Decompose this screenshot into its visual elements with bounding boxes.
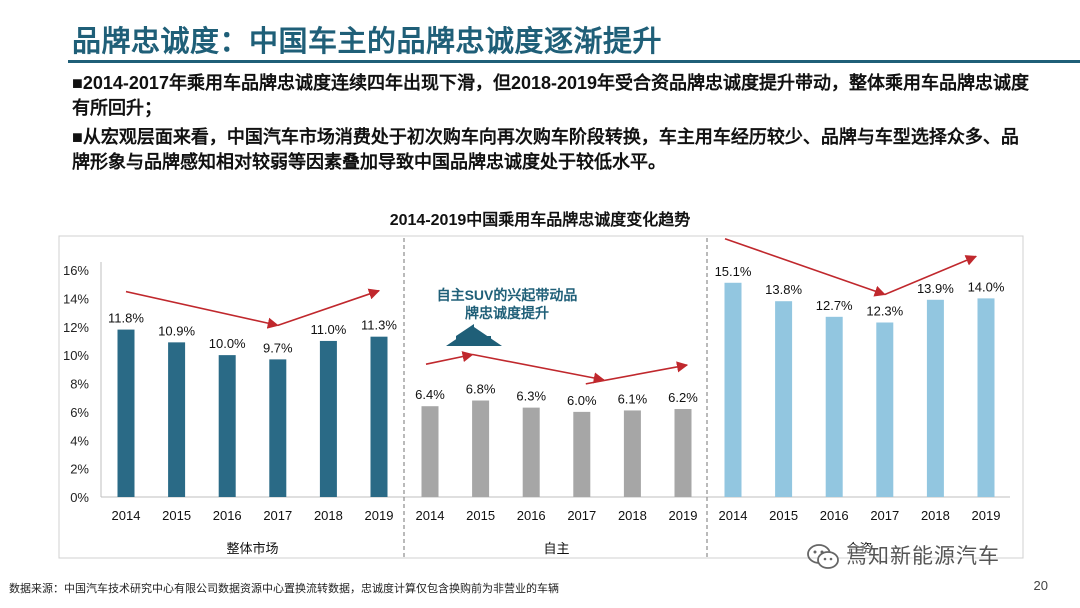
- y-axis: 0% 2% 4% 6% 8% 10% 12% 14% 16%: [63, 262, 102, 505]
- trend-arrow: [425, 351, 474, 365]
- x-tick-label: 2019: [972, 508, 1001, 523]
- y-tick-label: 14%: [63, 291, 89, 306]
- data-label: 6.0%: [567, 393, 597, 408]
- group-label: 整体市场: [226, 541, 278, 556]
- bars: 11.8% 10.9% 10.0% 9.7% 11.0% 11.3% 6.4% 6.8% 6.3…: [108, 264, 1005, 497]
- bullet-text-2: ■从宏观层面来看，中国汽车市场消费处于初次购车向再次购车阶段转换，车主用车经历较…: [72, 127, 1019, 172]
- bar: [522, 407, 540, 497]
- bar: [825, 316, 843, 497]
- chart-title: 2014-2019中国乘用车品牌忠诚度变化趋势: [389, 212, 691, 229]
- data-label: 6.8%: [466, 382, 496, 397]
- y-tick-label: 8%: [70, 377, 89, 392]
- x-tick-label: 2017: [567, 508, 596, 523]
- y-tick-label: 2%: [70, 462, 89, 477]
- page-title: 品牌忠诚度：中国车主的品牌忠诚度逐渐提升: [72, 26, 663, 58]
- y-tick-label: 12%: [63, 320, 89, 335]
- x-tick-label: 2014: [416, 508, 445, 523]
- data-label: 14.0%: [968, 279, 1005, 294]
- y-tick-label: 4%: [70, 433, 89, 448]
- y-tick-label: 0%: [70, 490, 89, 505]
- y-tick-label: 6%: [70, 405, 89, 420]
- title-underline: [68, 60, 1080, 63]
- chart-frame: [58, 235, 1024, 559]
- trend-arrow: [585, 361, 689, 385]
- data-label: 6.4%: [415, 387, 445, 402]
- x-tick-label: 2019: [365, 508, 394, 523]
- bar: [623, 410, 641, 497]
- x-tick-label: 2016: [213, 508, 242, 523]
- x-tick-label: 2018: [921, 508, 950, 523]
- x-tick-label: 2015: [466, 508, 495, 523]
- x-tick-label: 2017: [263, 508, 292, 523]
- data-label: 11.0%: [310, 322, 346, 337]
- trend-arrow: [724, 238, 886, 297]
- data-label: 12.7%: [816, 298, 853, 313]
- trend-arrow: [125, 290, 279, 329]
- data-label: 6.1%: [618, 391, 648, 406]
- x-tick-label: 2016: [517, 508, 546, 523]
- y-tick-label: 10%: [63, 348, 89, 363]
- bar: [168, 342, 186, 497]
- data-label: 6.2%: [668, 390, 698, 405]
- data-label: 10.0%: [209, 336, 246, 351]
- bar: [724, 282, 742, 497]
- page-number: 20: [1033, 578, 1048, 593]
- data-label: 13.9%: [917, 281, 954, 296]
- bar: [977, 298, 995, 497]
- bar: [421, 406, 439, 497]
- data-label: 9.7%: [263, 340, 293, 355]
- wechat-icon: [807, 544, 839, 570]
- x-tick-label: 2019: [669, 508, 698, 523]
- x-tick-label: 2016: [820, 508, 849, 523]
- data-label: 10.9%: [158, 323, 195, 338]
- trend-arrow: [472, 353, 605, 384]
- bar: [775, 301, 793, 497]
- bar: [573, 411, 591, 497]
- annotation-text-line-2: 牌忠诚度提升: [465, 305, 549, 321]
- bar: [319, 340, 337, 497]
- bar: [674, 409, 692, 497]
- bar: [472, 400, 490, 497]
- data-label: 11.3%: [361, 318, 397, 333]
- data-label: 15.1%: [715, 264, 752, 279]
- x-tick-label: 2015: [162, 508, 191, 523]
- data-label: 12.3%: [866, 303, 903, 318]
- bar: [876, 322, 894, 497]
- bullet-text-1: ■2014-2017年乘用车品牌忠诚度连续四年出现下滑，但2018-2019年受…: [72, 73, 1030, 118]
- group-dividers: [403, 238, 708, 557]
- y-tick-label: 16%: [63, 263, 89, 278]
- bar: [370, 336, 388, 497]
- up-arrow-head-icon: [446, 327, 502, 346]
- x-tick-label: 2017: [870, 508, 899, 523]
- x-tick-label: 2018: [618, 508, 647, 523]
- x-tick-label: 2015: [769, 508, 798, 523]
- data-label: 11.8%: [108, 311, 144, 326]
- bar: [926, 299, 944, 497]
- annotation-text-line-1: 自主SUV的兴起带动品: [437, 287, 578, 303]
- data-label: 6.3%: [516, 389, 546, 404]
- bar: [117, 329, 135, 497]
- trend-arrows: [125, 238, 978, 385]
- trend-arrow: [884, 255, 978, 296]
- data-label: 13.8%: [765, 282, 802, 297]
- trend-arrow: [277, 288, 381, 327]
- group-label: 自主: [543, 541, 569, 556]
- x-tick-label: 2014: [719, 508, 748, 523]
- x-tick-label: 2018: [314, 508, 343, 523]
- group-label: 合资: [846, 541, 872, 556]
- watermark-text: 焉知新能源汽车: [846, 545, 1000, 568]
- bar: [269, 359, 287, 497]
- bar: [218, 355, 236, 497]
- watermark: 焉知新能源汽车: [806, 540, 1000, 571]
- data-source-note: 数据来源：中国汽车技术研究中心有限公司数据资源中心置换流转数据，忠诚度计算仅包含…: [9, 583, 559, 595]
- x-tick-label: 2014: [112, 508, 141, 523]
- x-axis: 2014 2015 2016 2017 2018 2019 整体市场 2014 2015 2016…: [101, 496, 1010, 556]
